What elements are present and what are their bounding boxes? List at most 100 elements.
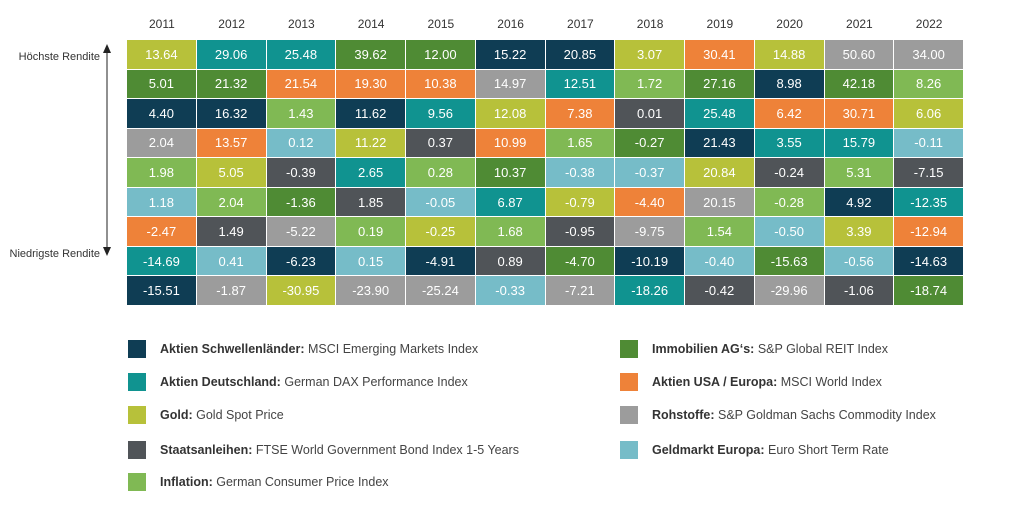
return-cell: 20.84 [685,158,755,188]
return-cell: 14.97 [475,69,546,100]
return-cell: 0.12 [266,128,337,159]
return-cell: 13.57 [196,128,267,159]
legend-swatch [128,473,146,491]
return-cell: -18.26 [615,276,685,306]
return-cell: 34.00 [894,40,964,70]
return-cell: -0.37 [615,158,685,188]
return-cell: -12.94 [894,217,964,247]
return-cell: -25.24 [406,276,476,306]
year-label: 2018 [636,17,664,31]
year-label: 2014 [357,17,385,31]
return-cell: 1.85 [336,187,406,218]
return-cell: -0.27 [615,128,685,159]
return-cell: 4.92 [824,187,895,218]
legend-description: MSCI Emerging Markets Index [307,342,479,356]
legend-item: Staatsanleihen: FTSE World Government Bo… [128,440,519,460]
legend-series-name: Aktien USA / Europa: [652,375,778,389]
return-cell: 0.28 [406,158,476,188]
legend-item: Inflation: German Consumer Price Index [128,472,389,492]
legend-item: Geldmarkt Europa: Euro Short Term Rate [620,440,889,460]
year-header-row: 2011 2012 2013 2014 2015 2016 2017 2018 2019 2020… [127,17,964,37]
return-cell: -10.19 [615,246,685,277]
return-cell: -15.51 [127,276,197,306]
return-cell: 16.32 [196,99,267,129]
legend-series-name: Staatsanleihen: [160,443,253,457]
return-cell: 1.49 [196,217,267,247]
return-cell: 15.79 [824,128,895,159]
legend-swatch [128,406,146,424]
legend-description: S&P Goldman Sachs Commodity Index [717,408,936,422]
return-cell: -2.47 [127,217,197,247]
return-cell: 10.38 [406,69,476,100]
legend-series-name: Immobilien AG‘s: [652,342,755,356]
return-cell: -0.40 [685,246,755,277]
return-cell: -7.21 [545,276,616,306]
return-cell: 0.41 [196,246,267,277]
return-cell: 3.39 [824,217,895,247]
legend-item: Aktien Deutschland: German DAX Performan… [128,372,468,392]
bottom-axis-label: Niedrigste Rendite [9,248,101,260]
return-cell: -0.39 [266,158,337,188]
returns-grid: 13.64 5.01 4.40 2.04 1.98 1.18 -2.47 -14.69 -15.… [127,40,964,306]
return-cell: 27.16 [685,69,755,100]
return-cell: 6.06 [894,99,964,129]
year-label: 2013 [288,17,315,31]
legend-swatch [620,441,638,459]
return-cell: 8.98 [754,69,825,100]
legend-swatch [128,441,146,459]
legend-description: FTSE World Government Bond Index 1-5 Yea… [255,443,519,457]
legend-swatch [620,340,638,358]
legend-item: Gold: Gold Spot Price [128,405,284,425]
return-cell: -1.36 [266,187,337,218]
return-cell: 1.98 [127,158,197,188]
legend-swatch [128,373,146,391]
return-cell: 21.54 [266,69,337,100]
return-cell: 5.05 [196,158,267,188]
return-cell: -1.06 [824,276,895,306]
return-cell: 3.55 [754,128,825,159]
legend-item: Rohstoffe: S&P Goldman Sachs Commodity I… [620,405,936,425]
return-cell: 12.51 [545,69,616,100]
return-cell: 25.48 [266,40,337,70]
return-cell: 0.37 [406,128,476,159]
return-cell: 2.65 [336,158,406,188]
legend-swatch [620,373,638,391]
return-cell: -9.75 [615,217,685,247]
return-cell: 2.04 [127,128,197,159]
vertical-arrow-icon [103,44,111,256]
return-cell: 6.42 [754,99,825,129]
return-cell: -0.38 [545,158,616,188]
return-cell: 1.72 [615,69,685,100]
return-cell: -18.74 [894,276,964,306]
return-cell: 21.32 [196,69,267,100]
return-cell: 1.18 [127,187,197,218]
year-label: 2020 [776,17,803,31]
return-cell: -6.23 [266,246,337,277]
year-label: 2015 [427,17,455,31]
return-cell: -30.95 [266,276,337,306]
return-cell: 11.62 [336,99,406,129]
return-cell: -0.28 [754,187,825,218]
legend-swatch [620,406,638,424]
return-cell: -0.05 [406,187,476,218]
legend-series-name: Inflation: [160,475,213,489]
return-cell: 30.71 [824,99,895,129]
return-cell: -4.40 [615,187,685,218]
return-cell: 12.08 [475,99,546,129]
return-cell: 12.00 [406,40,476,70]
return-cell: 9.56 [406,99,476,129]
return-cell: 3.07 [615,40,685,70]
return-cell: 0.19 [336,217,406,247]
return-cell: -5.22 [266,217,337,247]
return-cell: 13.64 [127,40,197,70]
return-cell: -12.35 [894,187,964,218]
legend-series-name: Geldmarkt Europa: [652,443,765,457]
return-cell: 11.22 [336,128,406,159]
legend-description: Gold Spot Price [196,408,284,422]
return-cell: 4.40 [127,99,197,129]
year-label: 2011 [148,17,175,31]
return-cell: 1.54 [685,217,755,247]
legend-series-name: Rohstoffe: [652,408,715,422]
year-label: 2017 [567,17,594,31]
return-cell: 0.01 [615,99,685,129]
